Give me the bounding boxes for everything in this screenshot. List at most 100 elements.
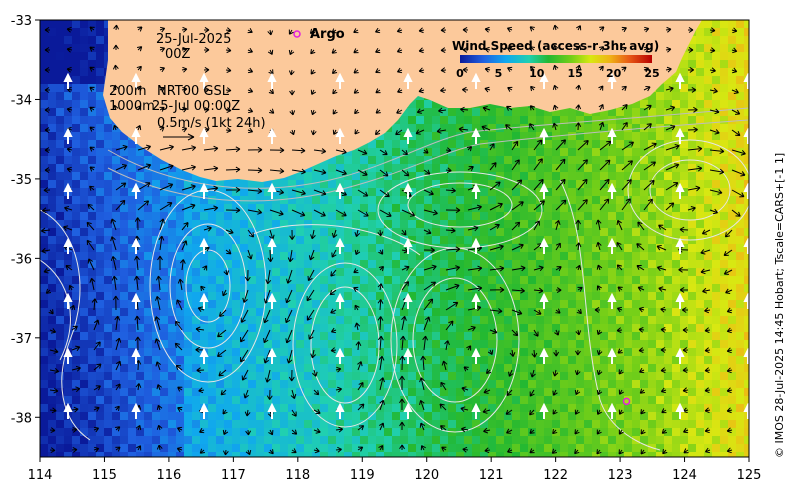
wind-cell [704,36,713,45]
wind-cell [480,260,489,269]
wind-cell [544,356,553,365]
wind-cell [632,452,641,457]
wind-cell [200,372,209,381]
wind-cell [640,276,649,285]
wind-cell [496,268,505,277]
wind-cell [472,116,481,125]
wind-cell [624,348,633,357]
wind-cell [136,308,145,317]
wind-cell [272,212,281,221]
wind-cell [720,44,729,53]
wind-cell [672,220,681,229]
wind-cell [96,332,105,341]
wind-cell [440,356,449,365]
wind-cell [216,220,225,229]
wind-cell [680,180,689,189]
wind-cell [544,348,553,357]
wind-cell [712,252,721,261]
wind-cell [712,188,721,197]
wind-cell [528,428,537,437]
wind-cell [432,380,441,389]
wind-cell [88,52,97,61]
wind-cell [696,364,705,373]
wind-cell [328,220,337,229]
wind-cell [648,420,657,429]
wind-cell [280,380,289,389]
wind-cell [144,244,153,253]
wind-cell [184,412,193,421]
wind-cell [208,212,217,221]
wind-cell [632,412,641,421]
wind-cell [56,356,65,365]
wind-cell [320,324,329,333]
wind-cell [560,204,569,213]
wind-cell [96,308,105,317]
wind-cell [120,204,129,213]
wind-cell [72,236,81,245]
wind-cell [616,268,625,277]
wind-cell [616,172,625,181]
wind-cell [624,308,633,317]
wind-cell [592,284,601,293]
wind-cell [112,164,121,173]
wind-cell [88,308,97,317]
wind-cell [720,196,729,205]
wind-cell [712,20,721,29]
wind-cell [128,380,137,389]
wind-cell [88,36,97,45]
wind-cell [520,156,529,165]
wind-cell [520,212,529,221]
wind-cell [600,324,609,333]
wind-cell [504,444,513,453]
wind-cell [384,180,393,189]
wind-cell [152,252,161,261]
wind-cell [328,332,337,341]
wind-cell [232,404,241,413]
wind-cell [640,108,649,117]
wind-cell [392,244,401,253]
wind-cell [480,204,489,213]
wind-cell [328,340,337,349]
wind-cell [240,340,249,349]
wind-cell [560,324,569,333]
wind-cell [96,404,105,413]
wind-cell [296,340,305,349]
wind-cell [352,156,361,165]
wind-cell [112,372,121,381]
wind-cell [112,188,121,197]
wind-cell [616,356,625,365]
wind-cell [440,332,449,341]
wind-cell [520,428,529,437]
wind-cell [528,196,537,205]
wind-cell [72,276,81,285]
wind-cell [48,404,57,413]
wind-cell [56,180,65,189]
wind-cell [720,156,729,165]
wind-cell [504,324,513,333]
wind-cell [256,292,265,301]
wind-cell [72,252,81,261]
wind-cell [224,420,233,429]
wind-cell [632,300,641,309]
wind-cell [640,364,649,373]
wind-cell [712,244,721,253]
wind-cell [184,204,193,213]
wind-cell [72,348,81,357]
wind-cell [432,100,441,109]
wind-cell [384,340,393,349]
wind-cell [104,236,113,245]
wind-cell [152,268,161,277]
wind-cell [576,412,585,421]
wind-cell [432,308,441,317]
wind-cell [288,332,297,341]
wind-cell [488,188,497,197]
current-arrow [353,68,359,74]
wind-cell [160,180,169,189]
wind-cell [232,332,241,341]
wind-cell [288,204,297,213]
wind-cell [384,236,393,245]
wind-cell [728,108,737,117]
wind-cell [56,156,65,165]
wind-cell [744,412,749,421]
wind-cell [512,332,521,341]
